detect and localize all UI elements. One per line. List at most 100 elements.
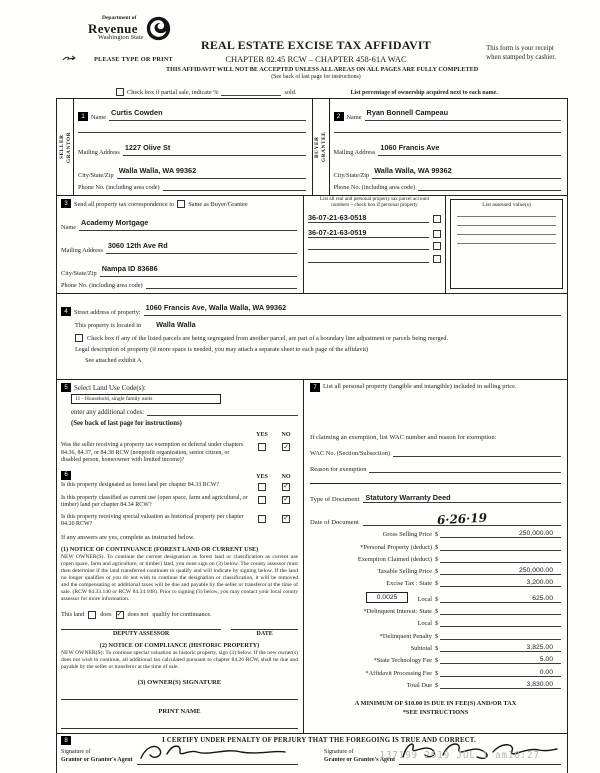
print-name-field[interactable] xyxy=(61,717,298,730)
forest-land-question: Is this property designated as forest la… xyxy=(61,481,220,488)
same-as-buyer-checkbox[interactable] xyxy=(177,200,186,208)
assessed-value-field[interactable] xyxy=(457,208,556,217)
land-use-code-chip[interactable]: 11 - Household, single family units xyxy=(71,394,221,404)
excise-local-field[interactable]: 625.00 xyxy=(440,595,561,603)
date-of-document-field[interactable]: 6·26·19 xyxy=(362,511,561,527)
current-use-yes-checkbox[interactable] xyxy=(258,495,266,504)
subtotal-field[interactable]: 3,825.00 xyxy=(440,644,561,652)
dollar-sign: $ xyxy=(435,644,439,652)
forest-yes-checkbox[interactable] xyxy=(258,482,266,491)
wac-label: WAC No. (Section/Subsection) xyxy=(310,450,391,457)
type-of-document-field[interactable]: Statutory Warranty Deed xyxy=(363,493,561,503)
notice-compliance-body: NEW OWNER(S): To continue special valuat… xyxy=(61,649,298,670)
corr-address-field[interactable]: 3060 12th Ave Rd xyxy=(105,235,297,254)
wac-field[interactable] xyxy=(393,449,561,457)
seller-name2-field[interactable] xyxy=(78,125,306,133)
excise-state-field[interactable]: 3,200.00 xyxy=(440,579,561,588)
dollar-sign: $ xyxy=(435,608,439,616)
historical-yes-checkbox[interactable] xyxy=(258,514,266,523)
parcel-personal-checkbox[interactable] xyxy=(433,215,441,224)
corr-name-field[interactable]: Academy Mortgage xyxy=(79,212,297,231)
grantor-name-print-field[interactable]: Curtis Cowden xyxy=(97,769,298,773)
excise-local-label: Local xyxy=(417,595,432,603)
parcel-personal-checkbox[interactable] xyxy=(433,229,441,238)
buyer-name2-field[interactable] xyxy=(333,125,561,133)
parcel-personal-checkbox[interactable] xyxy=(433,242,441,251)
form-body: SELLER GRANTOR 1 Name Curtis Cowden Mail… xyxy=(56,98,568,773)
buyer-side-label: BUYER GRANTEE xyxy=(313,99,330,195)
dollar-sign: $ xyxy=(435,657,439,665)
total-due-field[interactable]: 3,830.00 xyxy=(440,681,561,689)
street-address-field[interactable]: 1060 Francis Ave, Walla Walla, WA 99362 xyxy=(143,297,561,316)
exemption-yes-checkbox[interactable] xyxy=(258,443,266,451)
partial-sale-percent-field[interactable] xyxy=(221,95,282,96)
current-use-no-checkbox[interactable]: ✓ xyxy=(282,495,290,504)
delinquent-interest-local-field[interactable] xyxy=(440,619,561,628)
exemption-no-checkbox[interactable]: ✓ xyxy=(282,442,290,451)
seller-city-value: Walla Walla, WA 99362 xyxy=(118,166,197,175)
owner-signature-field[interactable] xyxy=(61,688,298,701)
taxable-price-field[interactable]: 250,000.00 xyxy=(440,567,561,576)
qualify-label: qualify for continuance. xyxy=(152,611,212,619)
notice-continuance-body: NEW OWNER(S). To continue the current de… xyxy=(61,553,298,603)
this-land-label: This land xyxy=(61,611,85,619)
segregated-checkbox[interactable] xyxy=(75,334,83,342)
gross-price-field[interactable]: 250,000.00 xyxy=(440,530,561,539)
does-not-checkbox[interactable]: ✓ xyxy=(115,610,124,619)
assessor-date-line[interactable]: DATE xyxy=(231,628,298,637)
grantee-name-print-field[interactable]: Ryan Bonnell Campeau xyxy=(360,769,561,773)
does-checkbox[interactable] xyxy=(88,610,97,619)
delinquent-interest-state-label: *Delinquent Interest: State xyxy=(363,608,432,616)
grantee-signature-field[interactable] xyxy=(399,743,561,766)
street-address-value: 1060 Francis Ave, Walla Walla, WA 99362 xyxy=(145,303,287,312)
buyer-phone-field[interactable] xyxy=(418,183,561,191)
assessed-value-field[interactable] xyxy=(457,235,556,244)
partial-sale-checkbox[interactable] xyxy=(116,88,124,96)
parcel-number-field[interactable]: 36-07-21-63-0518 xyxy=(308,213,429,224)
buyer-name-field[interactable]: Ryan Bonnell Campeau xyxy=(364,102,561,121)
personal-deduct-field[interactable] xyxy=(440,543,561,551)
assessed-value-field[interactable] xyxy=(457,226,556,235)
deputy-assessor-line[interactable]: DEPUTY ASSESSOR xyxy=(61,628,222,637)
section-3-marker: 3 xyxy=(61,199,71,208)
buyer-city-value: Walla Walla, WA 99362 xyxy=(374,166,452,175)
section-1-marker: 1 xyxy=(78,112,88,121)
buyer-address-field[interactable]: 1060 Francis Ave xyxy=(378,137,561,156)
additional-codes-field[interactable] xyxy=(147,408,298,416)
forest-no-checkbox[interactable]: ✓ xyxy=(282,482,290,491)
same-as-buyer-label: Same as Buyer/Grantee xyxy=(188,201,248,208)
seller-role-line2: GRANTOR xyxy=(65,131,72,163)
seller-name-value: Curtis Cowden xyxy=(111,108,163,117)
grantee-signature-block: Signature of Grantee or Grantee's Agent … xyxy=(324,743,561,773)
seller-city-field[interactable]: Walla Walla, WA 99362 xyxy=(116,160,306,179)
parcel-personal-checkbox[interactable] xyxy=(433,254,441,263)
seller-name-field[interactable]: Curtis Cowden xyxy=(109,102,306,121)
parcel-number-field[interactable] xyxy=(308,242,429,251)
corr-city-field[interactable]: Nampa ID 83686 xyxy=(99,258,297,277)
historical-no-checkbox[interactable]: ✓ xyxy=(282,514,290,523)
date-of-document-label: Date of Document xyxy=(310,519,359,526)
parcel-header-line1: List all real and personal property tax … xyxy=(319,196,430,202)
section-6-marker: 6 xyxy=(61,470,71,480)
corr-phone-field[interactable] xyxy=(145,281,297,289)
assessed-value-field[interactable] xyxy=(457,217,556,226)
buyer-city-field[interactable]: Walla Walla, WA 99362 xyxy=(372,160,561,179)
ownership-note: List percentage of ownership acquired ne… xyxy=(350,90,498,96)
buyer-city-label: City/State/Zip xyxy=(333,172,370,179)
assessed-values-section: List assessed value(s) xyxy=(450,199,563,289)
reason-field[interactable] xyxy=(369,465,561,473)
seller-address-field[interactable]: 1227 Olive St xyxy=(122,137,306,156)
processing-fee-field[interactable]: 0.00 xyxy=(440,669,561,677)
dollar-sign: $ xyxy=(435,555,439,563)
seller-phone-field[interactable] xyxy=(162,183,306,191)
parcel-number-field[interactable] xyxy=(308,255,429,263)
tech-fee-field[interactable]: 5.00 xyxy=(440,656,561,665)
delinquent-penalty-field[interactable] xyxy=(440,632,561,640)
grantor-signature-field[interactable] xyxy=(136,745,298,766)
notice-continuance-title: (1) NOTICE OF CONTINUANCE (FOREST LAND O… xyxy=(61,545,259,553)
print-name-label: PRINT NAME xyxy=(158,708,201,716)
parcel-number-field[interactable]: 36-07-21-63-0519 xyxy=(308,228,429,238)
delinquent-interest-state-field[interactable] xyxy=(440,607,561,616)
exemption-deduct-field[interactable] xyxy=(440,555,561,563)
